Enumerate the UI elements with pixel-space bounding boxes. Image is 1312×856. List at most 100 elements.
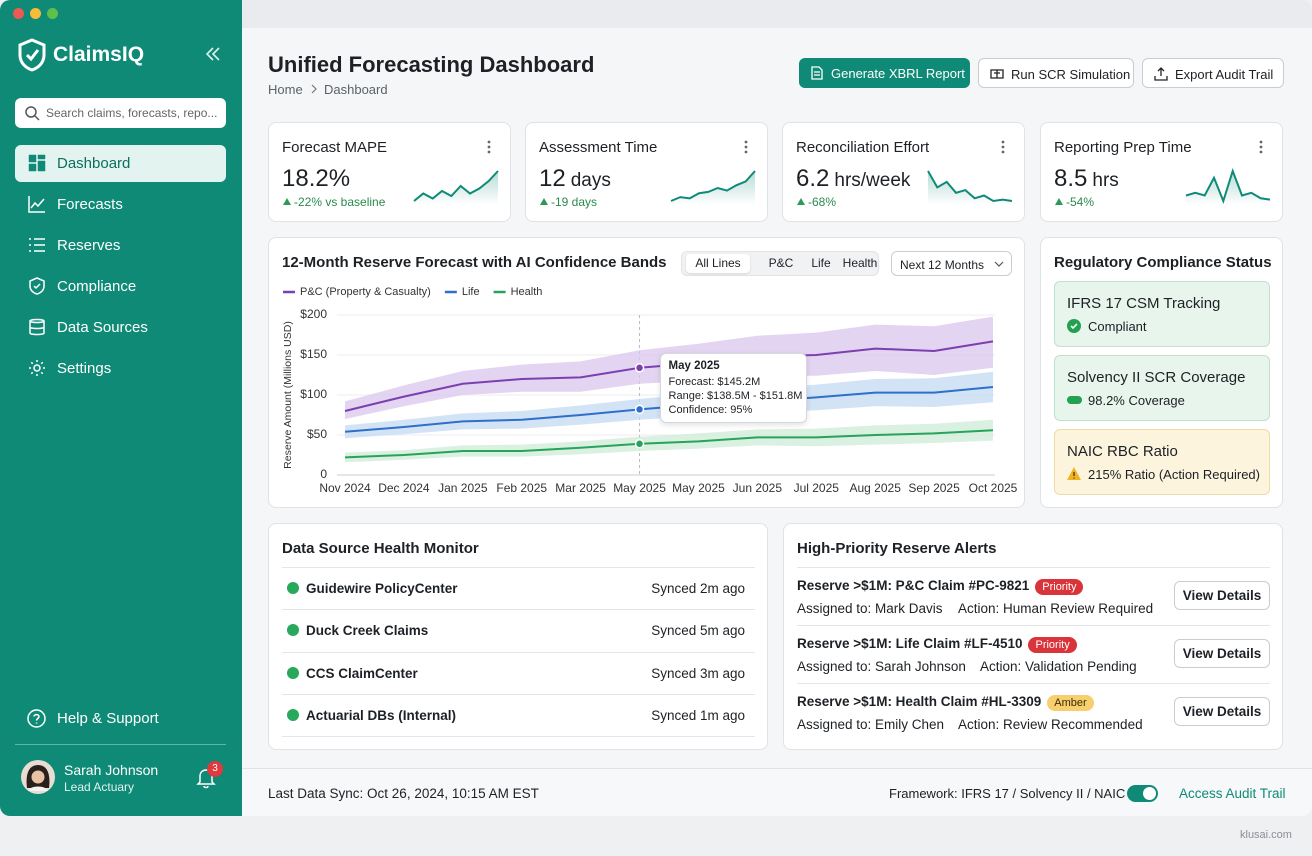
alert-assigned: Assigned to: Sarah Johnson <box>797 659 966 674</box>
window-dot <box>13 8 24 19</box>
status-dot <box>287 624 299 637</box>
audit-link[interactable]: Access Audit Trail <box>1179 786 1286 801</box>
view-details-button[interactable]: View Details <box>1174 581 1270 610</box>
dot <box>744 150 748 154</box>
card-title: High-Priority Reserve Alerts <box>797 540 997 557</box>
alerts-card: High-Priority Reserve Alerts Reserve >$1M… <box>783 523 1283 750</box>
y-tick-label: $50 <box>307 427 327 441</box>
nav-item[interactable]: Dashboard <box>15 145 226 182</box>
kpi-card: Forecast MAPE 18.2% -22% vs baseline <box>268 122 511 222</box>
kpi-menu[interactable] <box>1001 140 1005 154</box>
icon <box>28 154 46 172</box>
brand: ClaimsIQ <box>53 43 145 66</box>
button-label: Export Audit Trail <box>1175 67 1274 82</box>
x-tick-label: Oct 2025 <box>969 481 1018 495</box>
nav-item[interactable]: Settings <box>15 350 226 387</box>
kpi-title: Reconciliation Effort <box>796 139 930 156</box>
y-tick-label: 0 <box>320 467 327 481</box>
compliance-name: NAIC RBC Ratio <box>1067 443 1178 460</box>
source-status: Synced 2m ago <box>651 581 745 596</box>
gauge <box>1067 396 1082 404</box>
framework-toggle[interactable] <box>1127 785 1158 802</box>
nav-icon <box>29 318 45 336</box>
alert-action: Action: Review Recommended <box>958 717 1143 732</box>
filter-tab[interactable]: Life <box>811 256 831 270</box>
collapse-button[interactable] <box>205 47 221 61</box>
button-icon <box>990 69 1004 79</box>
last-sync: Last Data Sync: Oct 26, 2024, 10:15 AM E… <box>268 786 539 801</box>
x-tick-label: Sep 2025 <box>908 481 960 495</box>
q <box>33 713 40 724</box>
view-details-button[interactable]: View Details <box>1174 697 1270 726</box>
period-label: Next 12 Months <box>900 258 985 272</box>
main: Unified Forecasting Dashboard Home Dashboa… <box>242 0 1312 816</box>
nav-icon <box>28 196 45 213</box>
nav-item[interactable]: Reserves <box>15 227 226 264</box>
chart-card: 12-Month Reserve Forecast with AI Confid… <box>268 237 1025 508</box>
action-button[interactable]: Export Audit Trail <box>1142 58 1284 88</box>
source-name: Guidewire PolicyCenter <box>306 581 458 596</box>
dot <box>1259 150 1263 154</box>
breadcrumb-item: Dashboard <box>324 82 388 97</box>
data-source-card: Data Source Health Monitor Guidewire Poli… <box>268 523 768 750</box>
action-button[interactable]: Run SCR Simulation <box>978 58 1134 88</box>
period-dropdown[interactable]: Next 12 Months <box>891 251 1012 276</box>
nav-item[interactable]: Forecasts <box>15 186 226 223</box>
action-button[interactable]: Generate XBRL Report <box>799 58 970 88</box>
kpi-menu[interactable] <box>1259 140 1263 154</box>
nav-item[interactable]: Compliance <box>15 268 226 305</box>
alert-badge: Amber <box>1047 695 1094 711</box>
icon <box>29 277 45 295</box>
nav-label: Dashboard <box>57 155 131 172</box>
user-role: Lead Actuary <box>64 780 135 794</box>
filter-tab[interactable]: All Lines <box>686 254 750 273</box>
kpi-card: Reporting Prep Time 8.5 hrs -54% <box>1040 122 1283 222</box>
x-tick-label: May 2025 <box>672 481 725 495</box>
filter-tab[interactable]: Health <box>842 256 878 270</box>
search-box[interactable]: Search claims, forecasts, repo... <box>15 98 226 128</box>
compliance-status: Compliant <box>1088 319 1147 334</box>
filter-tab[interactable]: P&C <box>768 256 794 270</box>
kpi-arrow <box>1055 198 1063 205</box>
view-details-button[interactable]: View Details <box>1174 639 1270 668</box>
button-label: Generate XBRL Report <box>831 66 965 81</box>
kpi-menu[interactable] <box>487 140 491 154</box>
window-dot <box>30 8 41 19</box>
dot <box>1259 140 1263 144</box>
hover-point <box>634 439 645 449</box>
chev <box>994 261 1004 267</box>
avatar-face <box>31 770 45 784</box>
sparkline-line <box>1185 167 1271 204</box>
source-name: CCS ClaimCenter <box>306 665 418 681</box>
nav-label: Reserves <box>57 237 121 254</box>
kpi-change: -19 days <box>551 195 598 209</box>
sparkline <box>1185 167 1271 205</box>
row-divider <box>797 567 1270 568</box>
kpi-menu[interactable] <box>744 140 748 154</box>
kpi-card: Assessment Time 12 days -19 days <box>525 122 768 222</box>
chevrons <box>205 47 220 61</box>
nav-icon <box>28 154 46 172</box>
button-icon <box>1154 67 1168 81</box>
breadcrumb-item[interactable]: Home <box>268 82 303 97</box>
hover-point <box>634 363 645 373</box>
kpi-change: -68% <box>808 195 837 209</box>
dot <box>744 145 748 149</box>
nav-item[interactable]: Data Sources <box>15 309 226 346</box>
help-link[interactable]: Help & Support <box>27 708 207 730</box>
legend-label: Life <box>462 286 480 298</box>
tooltip-line: Range: $138.5M - $151.8M <box>668 390 803 402</box>
alert-name: Reserve >$1M: P&C Claim #PC-9821 <box>797 578 1030 593</box>
toggle-knob <box>1143 787 1156 800</box>
kpi-value: 18.2% <box>282 165 350 193</box>
y-tick-label: $150 <box>300 347 327 361</box>
row-divider <box>282 693 755 695</box>
dot <box>487 140 491 144</box>
footer: Last Data Sync: Oct 26, 2024, 10:15 AM E… <box>242 768 1312 816</box>
status-dot <box>287 582 299 594</box>
source-status: Synced 5m ago <box>651 623 745 639</box>
sidebar: ClaimsIQ Search claims, forecasts, repo..… <box>0 0 242 816</box>
breadcrumb-sep <box>311 84 317 94</box>
search-placeholder: Search claims, forecasts, repo... <box>46 106 218 120</box>
x-tick-label: Aug 2025 <box>849 481 901 495</box>
